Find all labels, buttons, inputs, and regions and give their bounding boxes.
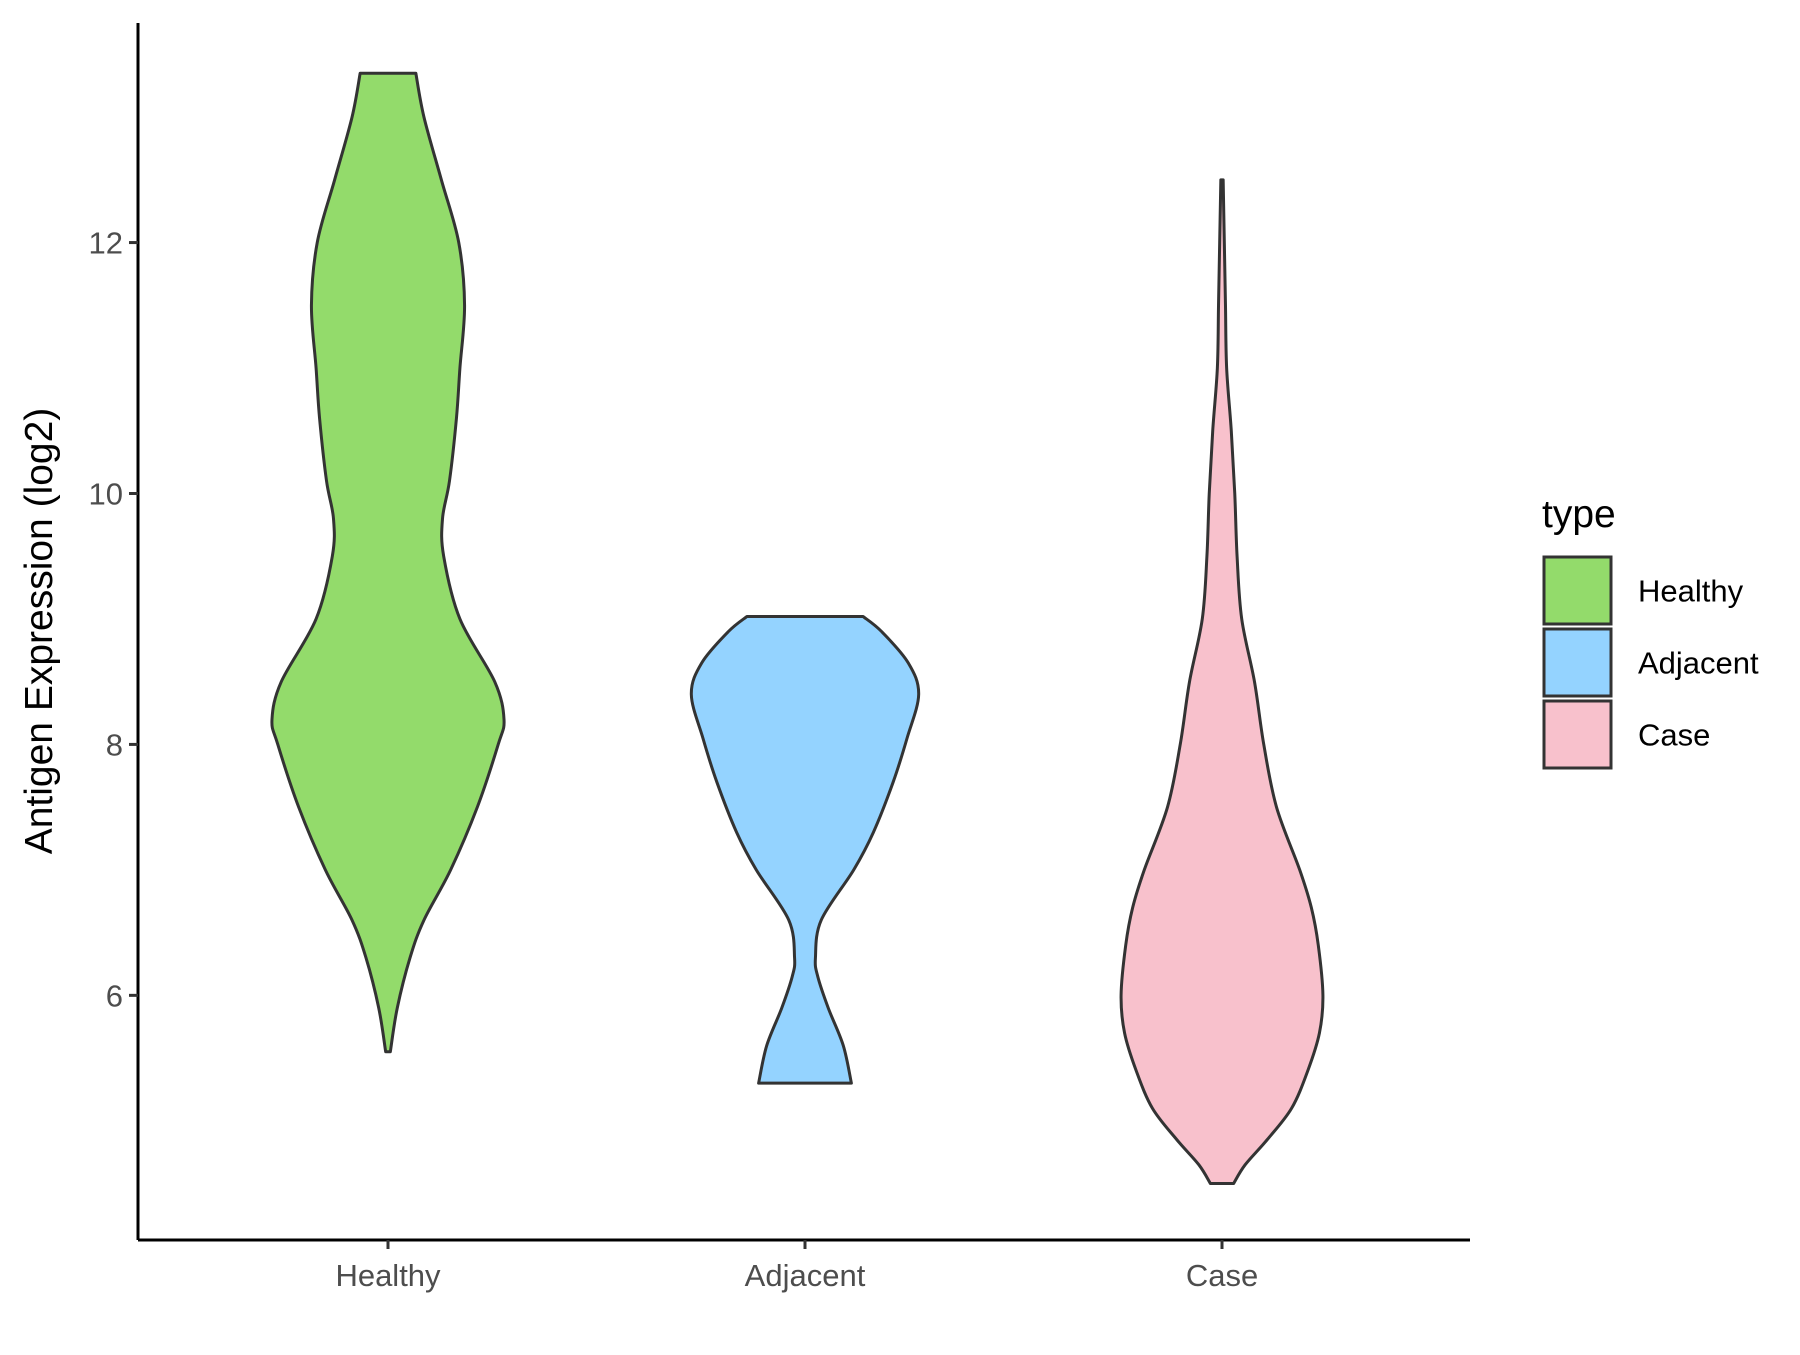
violin-healthy [270,71,506,1054]
legend-label-adjacent: Adjacent [1638,646,1759,681]
y-tick-label: 12 [89,226,123,261]
x-tick-label: Healthy [335,1258,441,1293]
violin-case [1119,178,1325,1186]
violin-adjacent [689,614,921,1085]
legend-key-adjacent [1542,627,1613,698]
y-tick-label: 6 [106,978,123,1013]
violin-group [270,71,1325,1186]
x-tick-label: Case [1186,1258,1258,1293]
legend-title: type [1542,493,1616,536]
legend-label-case: Case [1638,718,1710,753]
x-ticks: Healthy Adjacent Case [335,1240,1258,1293]
y-tick-label: 8 [106,727,123,762]
y-ticks: 6 8 10 12 [89,226,138,1013]
y-axis-title: Antigen Expression (log2) [18,408,61,855]
x-tick-label: Adjacent [745,1258,866,1293]
legend-items: Healthy Adjacent Case [1542,555,1759,770]
legend-label-healthy: Healthy [1638,574,1744,609]
y-tick-label: 10 [89,476,123,511]
legend-key-case [1542,699,1613,770]
legend: type Healthy Adjacent Case [1542,493,1759,770]
legend-key-healthy [1542,555,1613,626]
